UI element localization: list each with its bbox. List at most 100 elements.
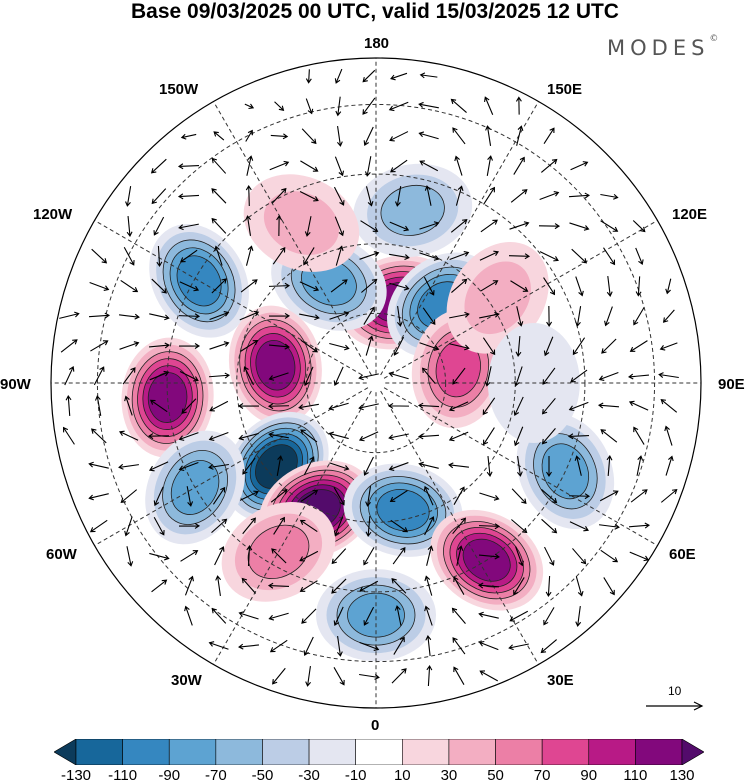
wind-arrow — [209, 311, 230, 321]
wind-arrow — [388, 433, 409, 441]
wind-arrow — [509, 610, 529, 622]
wind-arrow — [359, 673, 380, 680]
wind-arrow — [449, 251, 470, 261]
wind-arrow — [418, 101, 439, 109]
wind-arrow — [94, 395, 102, 416]
wind-arrow — [633, 426, 645, 445]
wind-arrow — [180, 133, 197, 140]
wind-arrow — [335, 245, 344, 266]
wind-arrow — [389, 221, 410, 232]
wind-arrow — [268, 372, 289, 381]
wind-arrow — [425, 635, 432, 657]
anomaly-center-15 — [243, 174, 360, 272]
colorbar-segment — [75, 739, 123, 765]
contour-band — [263, 191, 339, 255]
wind-arrow — [448, 431, 469, 442]
wind-arrow — [516, 125, 524, 146]
wind-arrow — [486, 155, 494, 176]
wind-arrow — [510, 189, 528, 203]
wind-arrow — [362, 97, 376, 115]
wind-arrow — [178, 462, 199, 471]
colorbar — [54, 739, 704, 765]
colorbar-segment — [448, 739, 496, 765]
colorbar-tick-label: -30 — [298, 767, 320, 784]
wind-arrow — [211, 157, 227, 174]
wind-arrow — [359, 580, 379, 592]
meridian-line — [383, 387, 666, 551]
wind-arrow — [120, 279, 139, 293]
wind-arrow — [237, 403, 260, 409]
wind-arrow — [543, 336, 554, 357]
reference-vector-arrow — [646, 701, 704, 711]
wind-arrow — [448, 401, 469, 412]
wind-arrow — [209, 400, 229, 412]
wind-arrow — [482, 337, 496, 356]
wind-arrow — [271, 548, 287, 564]
contour-band — [147, 372, 188, 423]
wind-arrow — [391, 578, 407, 594]
wind-arrow — [239, 310, 260, 321]
wind-arrow — [243, 366, 254, 386]
wind-arrow — [242, 517, 256, 535]
wind-arrow — [329, 311, 350, 320]
wind-arrow — [545, 575, 552, 598]
wind-arrow — [600, 429, 618, 443]
wind-arrow — [361, 278, 378, 293]
wind-arrow — [450, 219, 468, 233]
wind-arrow — [238, 611, 259, 620]
lon-label-120e: 120E — [672, 206, 708, 223]
wind-arrow — [269, 639, 288, 653]
copyright-mark: © — [709, 34, 719, 44]
wind-arrow — [211, 518, 228, 534]
wind-arrow — [208, 431, 229, 442]
wind-arrow — [636, 455, 644, 476]
wind-arrow — [515, 96, 522, 115]
wind-arrow — [393, 636, 405, 655]
graticule — [51, 58, 701, 708]
wind-arrow — [516, 306, 524, 327]
anomaly-center-9 — [343, 463, 463, 557]
wind-arrow — [423, 276, 435, 296]
wind-arrow — [417, 402, 440, 409]
wind-arrow — [241, 577, 257, 594]
wind-arrow — [448, 462, 469, 469]
wind-arrow — [156, 245, 163, 268]
wind-arrow — [543, 607, 555, 626]
wind-arrow — [480, 219, 498, 233]
wind-arrow — [123, 246, 135, 266]
wind-arrow — [304, 216, 312, 237]
wind-arrow — [328, 402, 349, 411]
wind-arrow — [635, 276, 642, 297]
wind-arrow — [389, 490, 408, 502]
wind-arrow — [274, 101, 285, 112]
wind-arrow — [276, 214, 283, 237]
colorbar-segment — [122, 739, 170, 765]
wind-arrow — [483, 427, 495, 446]
wind-arrow — [570, 161, 589, 171]
wind-arrow — [212, 486, 226, 505]
colorbar-tick-label: 90 — [580, 767, 598, 784]
wind-arrow — [88, 493, 109, 501]
wind-arrow — [486, 455, 493, 477]
lon-label-0: 0 — [371, 717, 380, 734]
wind-arrow — [359, 251, 380, 260]
wind-arrow — [333, 487, 345, 506]
wind-arrow — [575, 606, 582, 627]
wind-arrow — [455, 185, 464, 206]
wind-arrow — [179, 370, 199, 382]
wind-arrow — [509, 221, 530, 230]
wind-arrow — [541, 397, 556, 415]
lon-label-30w: 30W — [171, 672, 202, 689]
wind-arrow — [543, 127, 555, 145]
wind-arrow — [599, 523, 620, 530]
wind-arrow — [240, 340, 259, 352]
wind-arrow — [477, 582, 500, 589]
wind-arrow — [239, 490, 259, 501]
wind-arrow — [569, 222, 590, 231]
wind-arrow — [149, 313, 170, 321]
wind-arrow — [389, 282, 410, 291]
wind-arrow — [396, 306, 403, 327]
wind-arrow — [426, 545, 434, 566]
wind-arrow — [423, 485, 434, 506]
anomaly-center-5 — [228, 305, 322, 425]
